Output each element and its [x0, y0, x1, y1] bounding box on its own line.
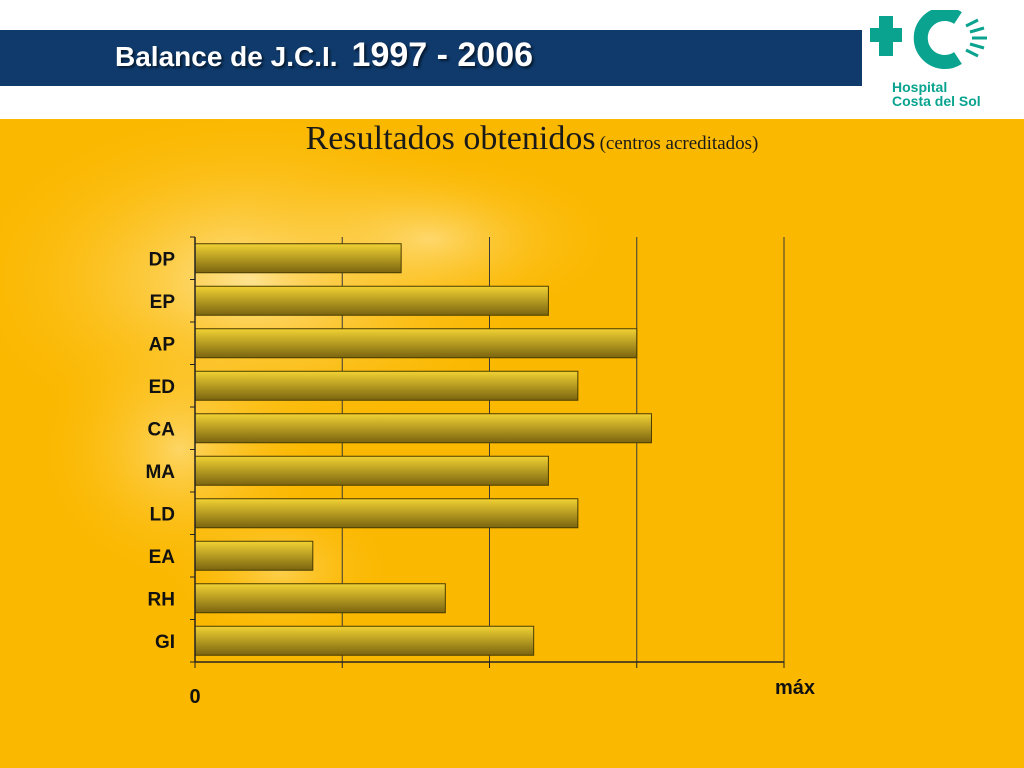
subtitle-paren: (centros acreditados)	[599, 133, 759, 154]
bar-ep	[194, 285, 549, 316]
category-label-ea: EA	[149, 547, 176, 568]
bar-ca	[194, 413, 652, 444]
axes: 0 máx	[189, 236, 815, 708]
x-tick-label-max: máx	[775, 677, 815, 699]
category-label-ma: MA	[145, 462, 175, 483]
logo-line-2: Costa del Sol	[892, 93, 981, 109]
category-labels: DP EP AP ED CA MA LD EA RH GI	[145, 249, 175, 653]
chart-subtitle: Resultados obtenidos (centros acreditado…	[0, 120, 1024, 158]
bar-rh	[194, 583, 446, 614]
bar-ap	[194, 328, 638, 359]
category-label-ed: ED	[149, 377, 175, 398]
category-label-rh: RH	[148, 589, 175, 610]
bar-gi	[194, 625, 535, 656]
bar-ma	[194, 455, 549, 486]
category-label-gi: GI	[155, 632, 175, 653]
logo-line-1: Hospital	[892, 79, 948, 95]
title-part-2: 1997 - 2006	[351, 36, 534, 74]
title-part-1: Balance de J.C.I.	[115, 41, 338, 72]
x-tick-label-min: 0	[189, 686, 200, 708]
category-label-ap: AP	[149, 334, 176, 355]
bar-dp	[194, 243, 402, 274]
bars	[194, 243, 652, 656]
page-title: Balance de J.C.I. 1997 - 2006	[115, 36, 533, 80]
logo-text: Hospital Costa del Sol	[892, 80, 981, 108]
bar-ld	[194, 498, 579, 529]
subtitle-main: Resultados obtenidos	[305, 120, 596, 157]
bar-ed	[194, 370, 579, 401]
category-label-ep: EP	[150, 292, 176, 313]
header-bar	[0, 30, 862, 86]
category-label-ca: CA	[148, 419, 176, 440]
bar-ea	[194, 540, 314, 571]
category-label-ld: LD	[150, 504, 175, 525]
category-label-dp: DP	[149, 249, 176, 270]
hospital-logo	[870, 10, 987, 69]
